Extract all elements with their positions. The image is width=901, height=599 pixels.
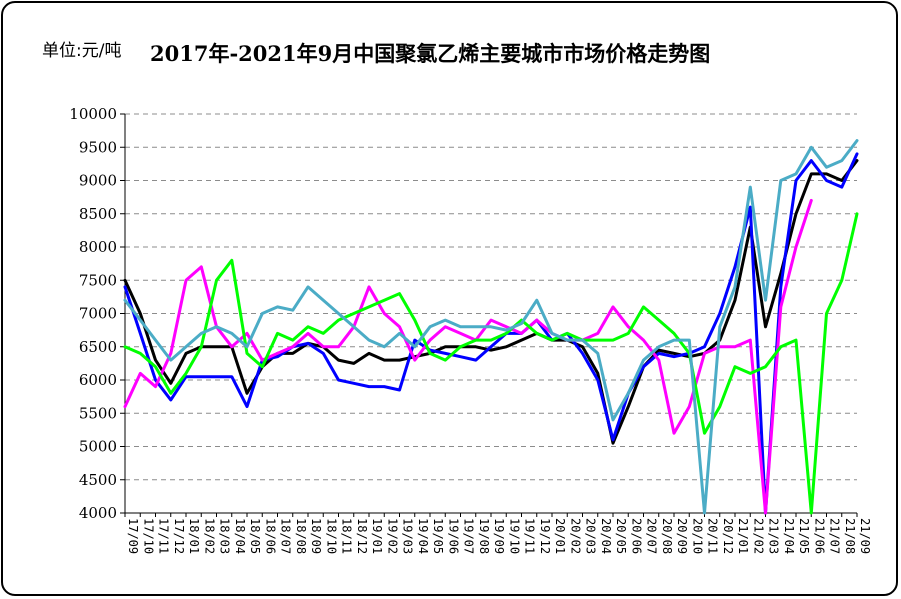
- x-tick-label: 17/10: [141, 518, 155, 554]
- y-tick-label: 6000: [79, 371, 117, 389]
- unit-label: 单位:元/吨: [42, 41, 122, 61]
- x-tick-label: 18/05: [248, 518, 262, 554]
- x-tick-label: 19/11: [523, 518, 537, 554]
- x-tick-label: 21/08: [843, 518, 857, 554]
- x-tick-label: 18/04: [233, 518, 247, 554]
- y-axis-ticks: 4000 4500 5000 5500 6000 6500 7000 7500 8000 8500…: [69, 105, 117, 522]
- y-tick-label: 6500: [79, 338, 117, 356]
- x-tick-label: 17/11: [157, 518, 171, 554]
- x-tick-label: 18/01: [187, 518, 201, 554]
- x-tick-label: 21/06: [812, 518, 826, 554]
- x-tick-label: 19/02: [385, 518, 399, 554]
- x-tick-label: 18/06: [263, 518, 277, 554]
- x-tick-label: 19/08: [477, 518, 491, 554]
- x-tick-label: 19/12: [538, 518, 552, 554]
- series-line: [123, 152, 859, 515]
- chart-title: 2017年-2021年9月中国聚氯乙烯主要城市市场价格走势图: [150, 41, 711, 66]
- x-tick-label: 20/05: [614, 518, 628, 554]
- x-tick-label: 19/01: [370, 518, 384, 554]
- x-tick-label: 20/04: [599, 518, 613, 554]
- x-tick-label: 21/02: [751, 518, 765, 554]
- gridlines: [125, 113, 857, 481]
- y-tick-label: 10000: [69, 105, 117, 123]
- y-tick-label: 8000: [79, 238, 117, 256]
- x-tick-label: 19/03: [401, 518, 415, 554]
- x-tick-label: 18/03: [218, 518, 232, 554]
- x-tick-label: 20/03: [584, 518, 598, 554]
- x-tick-label: 20/07: [645, 518, 659, 554]
- x-tick-label: 21/05: [797, 518, 811, 554]
- x-tick-label: 18/09: [309, 518, 323, 554]
- x-tick-label: 19/10: [507, 518, 521, 554]
- x-tick-label: 18/11: [340, 518, 354, 554]
- x-tick-label: 20/11: [706, 518, 720, 554]
- y-tick-label: 8500: [79, 205, 117, 223]
- x-tick-label: 21/04: [782, 518, 796, 554]
- x-tick-label: 19/07: [462, 518, 476, 554]
- x-tick-label: 18/02: [202, 518, 216, 554]
- x-tick-label: 20/02: [568, 518, 582, 554]
- x-axis-ticks: 17/09 17/10 17/11 17/12 18/01 18/02 18/03 18/04…: [126, 518, 872, 554]
- y-tick-label: 7500: [79, 271, 117, 289]
- x-tick-label: 17/09: [126, 518, 140, 554]
- x-tick-label: 18/10: [324, 518, 338, 554]
- x-tick-label: 18/07: [279, 518, 293, 554]
- x-tick-label: 20/01: [553, 518, 567, 554]
- x-tick-label: 19/05: [431, 518, 445, 554]
- series-lines: [123, 139, 859, 515]
- y-tick-label: 4500: [79, 471, 117, 489]
- x-tick-label: 18/08: [294, 518, 308, 554]
- y-tick-label: 5000: [79, 438, 117, 456]
- x-tick-label: 20/08: [660, 518, 674, 554]
- y-tick-label: 7000: [79, 305, 117, 323]
- x-tick-label: 20/12: [721, 518, 735, 554]
- x-tick-label: 17/12: [172, 518, 186, 554]
- x-tick-label: 18/12: [355, 518, 369, 554]
- axes: [120, 113, 858, 517]
- x-tick-label: 21/07: [828, 518, 842, 554]
- series-line: [123, 212, 859, 515]
- x-tick-label: 21/03: [767, 518, 781, 554]
- x-tick-label: 20/06: [629, 518, 643, 554]
- y-tick-label: 5500: [79, 404, 117, 422]
- series-line: [123, 139, 859, 515]
- x-tick-label: 20/10: [690, 518, 704, 554]
- x-tick-label: 19/09: [492, 518, 506, 554]
- y-tick-label: 9000: [79, 172, 117, 190]
- x-tick-label: 20/09: [675, 518, 689, 554]
- x-tick-label: 21/01: [736, 518, 750, 554]
- x-tick-label: 19/04: [416, 518, 430, 554]
- y-tick-label: 4000: [79, 504, 117, 522]
- series-line: [123, 159, 859, 445]
- x-tick-label: 21/09: [858, 518, 872, 554]
- x-tick-label: 19/06: [446, 518, 460, 554]
- y-tick-label: 9500: [79, 138, 117, 156]
